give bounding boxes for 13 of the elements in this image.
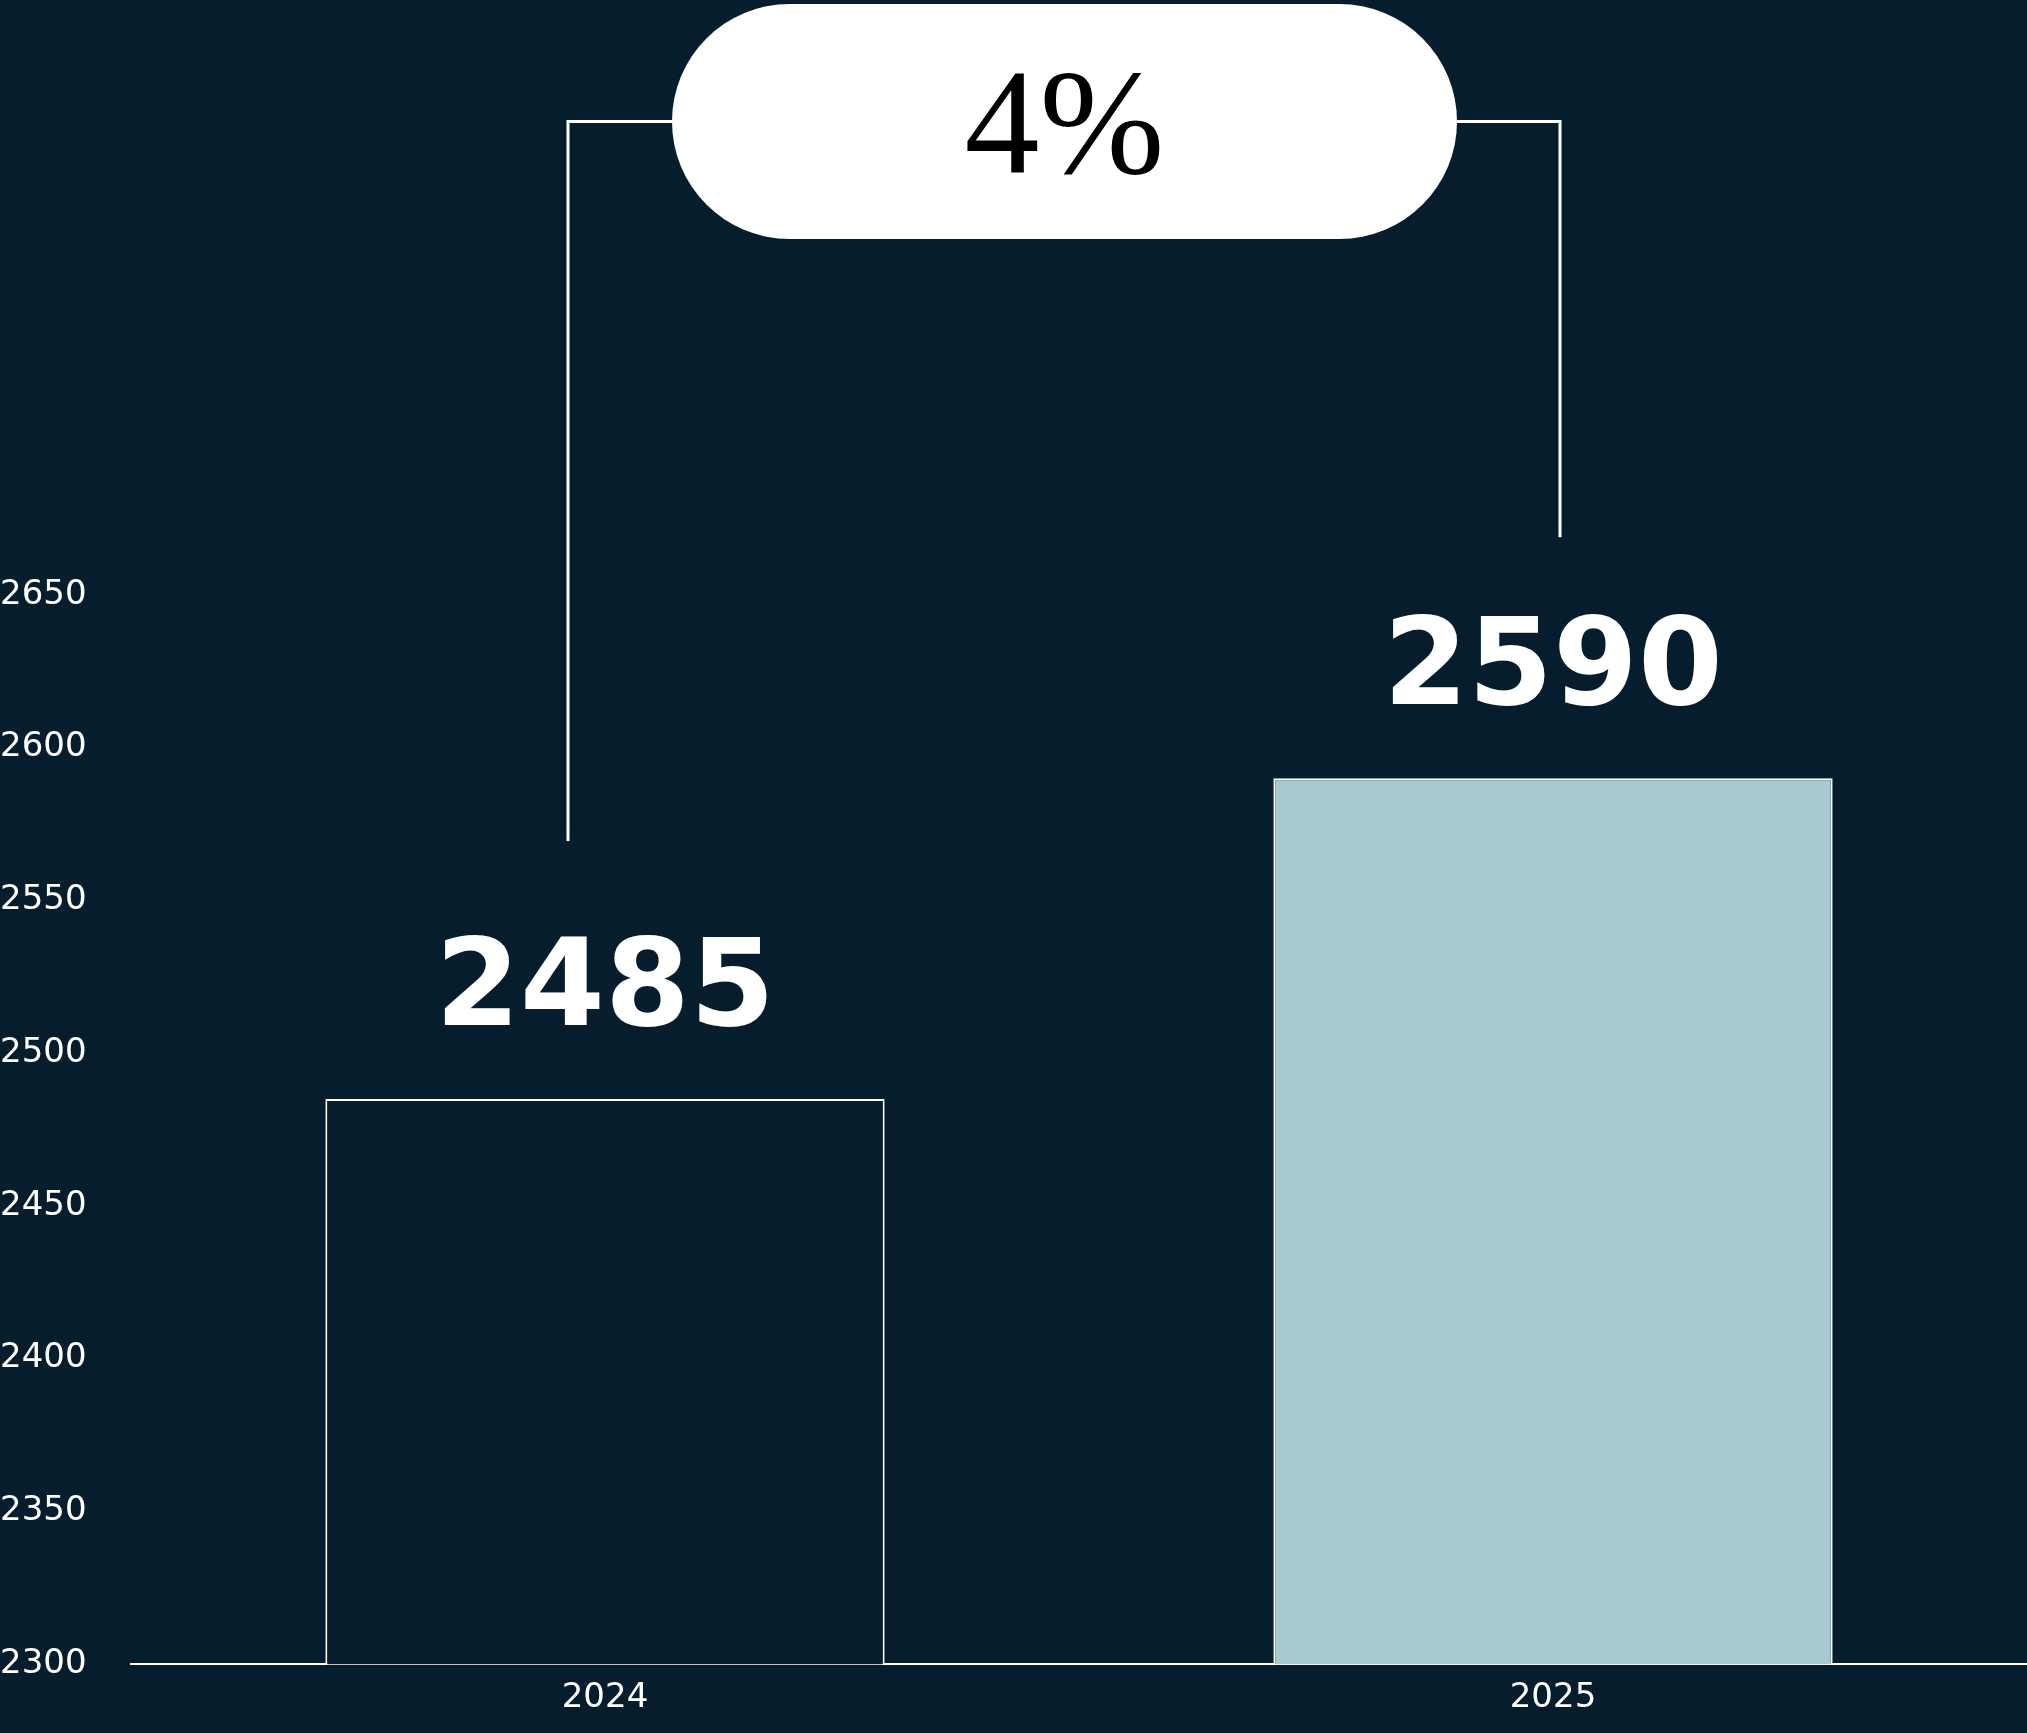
x-tick-label: 2024	[561, 1675, 649, 1716]
y-tick-label: 2500	[0, 1029, 87, 1070]
y-tick-label: 2350	[0, 1488, 87, 1529]
y-tick-label: 2300	[0, 1641, 87, 1682]
data-label: 2590	[1383, 590, 1723, 733]
y-tick-label: 2600	[0, 724, 87, 765]
data-label: 2485	[435, 911, 775, 1054]
callout-pill: 4%	[672, 4, 1457, 239]
y-tick-label: 2550	[0, 877, 87, 918]
x-tick-label: 2025	[1509, 1675, 1597, 1716]
y-tick-label: 2450	[0, 1182, 87, 1223]
y-tick-label: 2400	[0, 1335, 87, 1376]
y-tick-label: 2650	[0, 571, 87, 612]
